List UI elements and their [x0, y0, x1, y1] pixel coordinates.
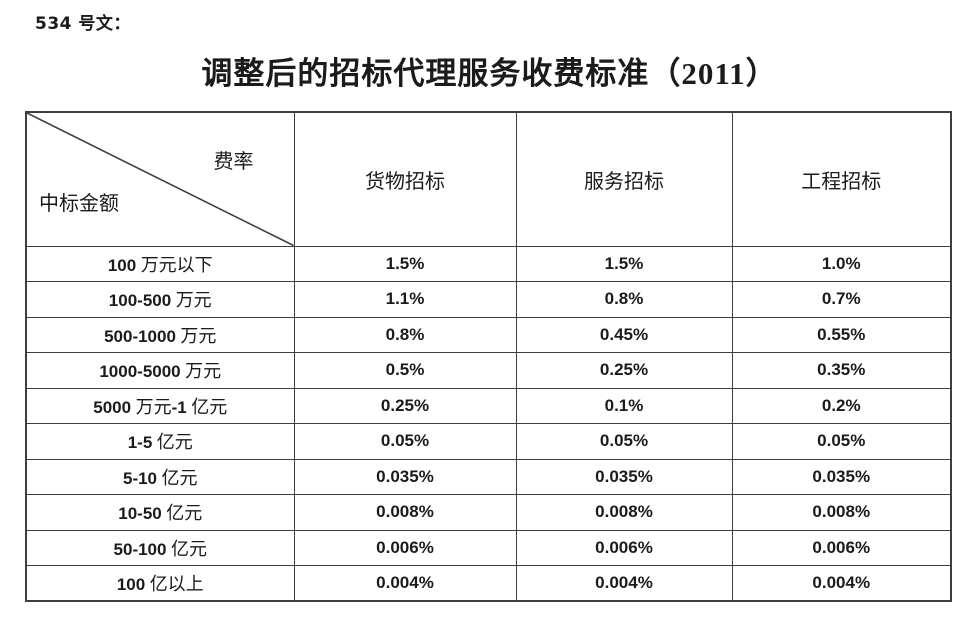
amount-range-cell: 10-50 亿元: [25, 494, 295, 531]
rate-value-cell: 1.1%: [293, 281, 517, 318]
corner-label-rate: 费率: [213, 151, 254, 173]
corner-label-amount: 中标金额: [39, 192, 119, 215]
fee-table-body: 100 万元以下 1.5% 1.5% 1.0% 100-500 万元 1.1% 0.8% 0.…: [25, 245, 952, 602]
rate-value-cell: 0.008%: [731, 494, 952, 531]
amount-range-cell: 500-1000 万元: [25, 316, 295, 353]
range-text-run: 50-100: [113, 539, 167, 559]
table-row: 100 亿以上 0.004% 0.004% 0.004%: [25, 565, 952, 602]
range-text-run: 100: [116, 575, 146, 594]
rate-value-cell: 0.008%: [515, 494, 733, 531]
rate-value-cell: 0.035%: [731, 458, 952, 495]
amount-range-cell: 50-100 亿元: [25, 529, 295, 566]
column-header-goods: 货物招标: [293, 111, 517, 247]
table-row: 1000-5000 万元 0.5% 0.25% 0.35%: [25, 352, 952, 389]
range-text-run: 500-1000: [104, 326, 176, 346]
table-row: 5000 万元-1 亿元 0.25% 0.1% 0.2%: [25, 387, 952, 424]
rate-value-cell: 0.006%: [515, 529, 733, 566]
range-text-run: 万元: [175, 325, 217, 346]
range-text-run: 10-50: [118, 504, 162, 524]
rate-value-cell: 0.004%: [515, 565, 733, 602]
amount-range-cell: 5-10 亿元: [25, 458, 295, 495]
range-text-run: 1-5: [127, 433, 153, 453]
page-title: 调整后的招标代理服务收费标准（2011）: [201, 56, 778, 91]
range-text-run: 万元: [131, 396, 172, 417]
table-row: 100-500 万元 1.1% 0.8% 0.7%: [25, 281, 952, 318]
range-text-run: 5-10: [122, 468, 158, 488]
rate-value-cell: 0.006%: [293, 529, 517, 566]
rate-value-cell: 0.035%: [293, 458, 517, 495]
amount-range-cell: 5000 万元-1 亿元: [25, 387, 295, 424]
range-text-run: 5000: [93, 397, 132, 417]
diagonal-divider-line: [27, 113, 294, 246]
amount-range-cell: 100 万元以下: [25, 245, 295, 282]
rate-value-cell: 0.004%: [731, 565, 952, 602]
amount-range-cell: 100-500 万元: [25, 281, 295, 318]
rate-value-cell: 0.8%: [515, 281, 733, 318]
rate-value-cell: 0.05%: [293, 423, 517, 460]
range-text-run: 1000-5000: [99, 362, 181, 382]
range-text-run: 万元以下: [136, 254, 213, 275]
header-row: 费率 中标金额 货物招标 服务招标 工程招标: [25, 111, 952, 247]
rate-value-cell: 0.05%: [515, 423, 733, 460]
rate-value-cell: 0.55%: [731, 316, 952, 353]
rate-value-cell: 0.7%: [731, 281, 952, 318]
table-row: 10-50 亿元 0.008% 0.008% 0.008%: [25, 494, 952, 531]
rate-value-cell: 0.1%: [515, 387, 733, 424]
table-row: 100 万元以下 1.5% 1.5% 1.0%: [25, 245, 952, 282]
fee-rate-table: 费率 中标金额 货物招标 服务招标 工程招标 100 万元以下 1.5% 1.5% 1…: [25, 111, 952, 602]
range-text-run: 亿元: [161, 503, 203, 524]
rate-value-cell: 0.035%: [515, 458, 733, 495]
table-row: 500-1000 万元 0.8% 0.45% 0.55%: [25, 316, 952, 353]
table-row: 50-100 亿元 0.006% 0.006% 0.006%: [25, 529, 952, 566]
range-text-run: 亿以上: [145, 574, 204, 594]
rate-value-cell: 0.5%: [293, 352, 517, 389]
range-text-run: 亿元: [152, 432, 193, 453]
range-text-run: 亿元: [157, 467, 198, 488]
rate-value-cell: 0.25%: [515, 352, 733, 389]
column-header-engineering: 工程招标: [731, 111, 952, 247]
rate-value-cell: 0.004%: [293, 565, 517, 602]
amount-range-cell: 1-5 亿元: [25, 423, 295, 460]
rate-value-cell: 0.45%: [515, 316, 733, 353]
range-text-run: 万元: [180, 361, 222, 382]
range-text-run: 100: [107, 255, 137, 275]
column-header-services: 服务招标: [515, 111, 733, 247]
rate-value-cell: 0.05%: [731, 423, 952, 460]
range-text-run: -1: [171, 397, 187, 417]
range-text-run: 万元: [171, 290, 212, 311]
doc-number-label: 534 号文：: [35, 14, 131, 34]
table-row: 1-5 亿元 0.05% 0.05% 0.05%: [25, 423, 952, 460]
range-text-run: 亿元: [166, 538, 207, 559]
rate-value-cell: 0.2%: [731, 387, 952, 424]
rate-value-cell: 1.0%: [731, 245, 952, 282]
amount-range-cell: 100 亿以上: [25, 565, 295, 602]
rate-value-cell: 0.25%: [293, 387, 517, 424]
rate-value-cell: 0.8%: [293, 316, 517, 353]
rate-value-cell: 1.5%: [515, 245, 733, 282]
rate-value-cell: 0.006%: [731, 529, 952, 566]
range-text-run: 亿元: [186, 396, 228, 417]
amount-range-cell: 1000-5000 万元: [25, 352, 295, 389]
corner-header-cell: 费率 中标金额: [25, 111, 295, 247]
rate-value-cell: 0.008%: [293, 494, 517, 531]
range-text-run: 100-500: [108, 291, 172, 311]
table-row: 5-10 亿元 0.035% 0.035% 0.035%: [25, 458, 952, 495]
rate-value-cell: 1.5%: [293, 245, 517, 282]
rate-value-cell: 0.35%: [731, 352, 952, 389]
